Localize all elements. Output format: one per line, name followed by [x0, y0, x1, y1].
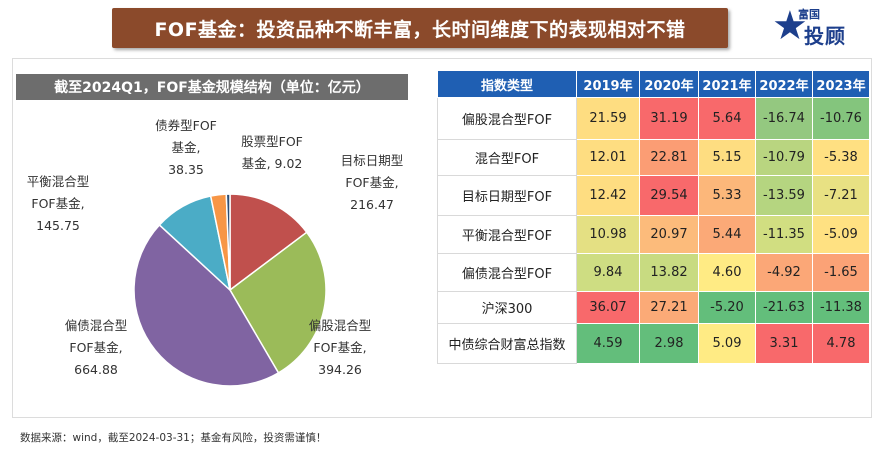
pie-slice-label: 平衡混合型 FOF基金, 145.75	[13, 171, 103, 237]
pie-chart-svg	[133, 193, 327, 387]
pie-slice	[229, 193, 308, 292]
pie-label-line: 基金, 9.02	[241, 156, 303, 171]
table-cell: 3.31	[755, 323, 813, 364]
content-panel	[12, 58, 872, 418]
pie-slice-label: 偏债混合型 FOF基金, 664.88	[51, 315, 141, 381]
table-cell: 4.78	[812, 323, 870, 364]
pie-slice-label: 目标日期型 FOF基金, 216.47	[327, 150, 417, 216]
pie-label-line: 38.35	[168, 162, 204, 177]
table-header-row: 指数类型 2019年 2020年 2021年 2022年 2023年	[437, 70, 870, 98]
table-header-cell: 2021年	[698, 70, 756, 98]
pie-label-line: 145.75	[36, 218, 80, 233]
logo-small-text: 富国	[798, 8, 820, 21]
table-cell: 12.01	[576, 139, 640, 176]
table-cell: 2.98	[639, 323, 699, 364]
table-cell: -10.76	[812, 97, 870, 140]
table-cell: 20.97	[639, 215, 699, 254]
table-cell: -10.79	[755, 139, 813, 176]
brand-logo: ★ 富国 投顾	[772, 4, 872, 50]
pie-label-line: 债券型FOF	[155, 118, 217, 133]
table-row: 平衡混合型FOF 10.98 20.97 5.44 -11.35 -5.09	[437, 215, 870, 254]
table-row: 偏债混合型FOF 9.84 13.82 4.60 -4.92 -1.65	[437, 253, 870, 292]
pie-chart: 目标日期型 FOF基金, 216.47 偏股混合型 FOF基金, 394.26 偏债混合型 F…	[0, 105, 430, 405]
table-cell: 5.33	[698, 175, 756, 216]
table-cell: 4.59	[576, 323, 640, 364]
pie-slice	[225, 193, 231, 291]
pie-label-line: 偏债混合型	[64, 318, 128, 333]
table-row-label: 中债综合财富总指数	[437, 323, 577, 364]
table-row-label: 沪深300	[437, 291, 577, 324]
pie-label-line: 股票型FOF	[241, 134, 303, 149]
table-cell: 13.82	[639, 253, 699, 292]
table-cell: -5.38	[812, 139, 870, 176]
table-cell: 36.07	[576, 291, 640, 324]
table-row-label: 偏债混合型FOF	[437, 253, 577, 292]
pie-label-line: 偏股混合型	[308, 318, 372, 333]
table-row-label: 目标日期型FOF	[437, 175, 577, 216]
table-cell: -21.63	[755, 291, 813, 324]
table-cell: 5.64	[698, 97, 756, 140]
table-cell: 5.09	[698, 323, 756, 364]
pie-label-line: FOF基金,	[69, 340, 123, 355]
pie-label-line: FOF基金,	[31, 196, 85, 211]
returns-table: 指数类型 2019年 2020年 2021年 2022年 2023年 偏股混合型FOF 21…	[437, 70, 870, 364]
table-cell: -7.21	[812, 175, 870, 216]
table-cell: 12.42	[576, 175, 640, 216]
table-header-cell: 2022年	[755, 70, 813, 98]
table-cell: 5.15	[698, 139, 756, 176]
logo-big-text: 投顾	[804, 24, 846, 48]
table-row: 沪深300 36.07 27.21 -5.20 -21.63 -11.38	[437, 291, 870, 324]
pie-slice-label: 偏股混合型 FOF基金, 394.26	[295, 315, 385, 381]
table-cell: -1.65	[812, 253, 870, 292]
table-cell: -13.59	[755, 175, 813, 216]
table-header-cell: 2019年	[576, 70, 640, 98]
pie-slice-label: 债券型FOF 基金, 38.35	[141, 115, 231, 181]
table-row: 混合型FOF 12.01 22.81 5.15 -10.79 -5.38	[437, 139, 870, 176]
pie-label-line: 664.88	[74, 362, 118, 377]
star-icon: ★	[772, 3, 808, 49]
source-note: 数据来源：wind，截至2024-03-31；基金有风险，投资需谨慎！	[20, 432, 327, 444]
table-cell: 22.81	[639, 139, 699, 176]
table-row-label: 混合型FOF	[437, 139, 577, 176]
table-cell: -11.35	[755, 215, 813, 254]
table-cell: 21.59	[576, 97, 640, 140]
table-cell: -11.38	[812, 291, 870, 324]
table-cell: -5.20	[698, 291, 756, 324]
table-cell: 9.84	[576, 253, 640, 292]
table-header-cell: 指数类型	[437, 70, 577, 98]
table-cell: 31.19	[639, 97, 699, 140]
pie-label-line: 394.26	[318, 362, 362, 377]
table-cell: 5.44	[698, 215, 756, 254]
pie-chart-title: 截至2024Q1，FOF基金规模结构（单位：亿元）	[16, 74, 408, 100]
table-header-cell: 2020年	[639, 70, 699, 98]
pie-slice	[133, 223, 280, 387]
table-cell: -5.09	[812, 215, 870, 254]
pie-label-line: 基金,	[171, 140, 201, 155]
pie-slice	[229, 231, 327, 374]
table-row-label: 平衡混合型FOF	[437, 215, 577, 254]
pie-label-line: 216.47	[350, 197, 394, 212]
table-row: 偏股混合型FOF 21.59 31.19 5.64 -16.74 -10.76	[437, 97, 870, 140]
table-cell: -16.74	[755, 97, 813, 140]
pie-slice-label: 股票型FOF 基金, 9.02	[227, 131, 317, 175]
pie-label-line: 平衡混合型	[26, 174, 90, 189]
pie-label-line: FOF基金,	[345, 175, 399, 190]
returns-table-wrap: 指数类型 2019年 2020年 2021年 2022年 2023年 偏股混合型FOF 21…	[437, 70, 870, 364]
table-cell: -4.92	[755, 253, 813, 292]
table-cell: 10.98	[576, 215, 640, 254]
page-title: FOF基金：投资品种不断丰富，长时间维度下的表现相对不错	[112, 8, 728, 48]
pie-label-line: 目标日期型	[340, 153, 404, 168]
table-header-cell: 2023年	[812, 70, 870, 98]
table-row: 中债综合财富总指数 4.59 2.98 5.09 3.31 4.78	[437, 323, 870, 364]
table-row-label: 偏股混合型FOF	[437, 97, 577, 140]
table-cell: 27.21	[639, 291, 699, 324]
table-cell: 4.60	[698, 253, 756, 292]
pie-label-line: FOF基金,	[313, 340, 367, 355]
table-cell: 29.54	[639, 175, 699, 216]
table-row: 目标日期型FOF 12.42 29.54 5.33 -13.59 -7.21	[437, 175, 870, 216]
